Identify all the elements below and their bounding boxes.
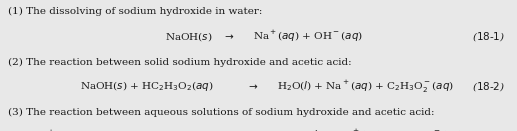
Text: (3) The reaction between aqueous solutions of sodium hydroxide and acetic acid:: (3) The reaction between aqueous solutio…	[8, 108, 434, 117]
Text: H$_2$O($l$) + Na$^+$($aq$) + C$_2$H$_3$O$_2^-$($aq$): H$_2$O($l$) + Na$^+$($aq$) + C$_2$H$_3$O…	[287, 128, 464, 131]
Text: ($18\text{-}3$): ($18\text{-}3$)	[472, 130, 505, 131]
Text: H$_2$O($l$) + Na$^+$($aq$) + C$_2$H$_3$O$_2^-$($aq$): H$_2$O($l$) + Na$^+$($aq$) + C$_2$H$_3$O…	[277, 78, 453, 94]
Text: $\rightarrow$: $\rightarrow$	[246, 82, 258, 91]
Text: $\rightarrow$: $\rightarrow$	[222, 32, 235, 41]
Text: NaOH($s$) + HC$_2$H$_3$O$_2$($aq$): NaOH($s$) + HC$_2$H$_3$O$_2$($aq$)	[80, 80, 214, 93]
Text: NaOH($s$): NaOH($s$)	[165, 30, 213, 43]
Text: Na$^+$($aq$) + OH$^-$($aq$): Na$^+$($aq$) + OH$^-$($aq$)	[253, 29, 363, 44]
Text: Na$^+$($aq$) + OH$^-$($aq$) + HC$_2$H$_3$O$_2$($aq$): Na$^+$($aq$) + OH$^-$($aq$) + HC$_2$H$_3…	[31, 129, 227, 131]
Text: (2) The reaction between solid sodium hydroxide and acetic acid:: (2) The reaction between solid sodium hy…	[8, 58, 352, 67]
Text: ($18\text{-}1$): ($18\text{-}1$)	[472, 30, 505, 43]
Text: ($18\text{-}2$): ($18\text{-}2$)	[472, 80, 505, 93]
Text: (1) The dissolving of sodium hydroxide in water:: (1) The dissolving of sodium hydroxide i…	[8, 7, 262, 16]
